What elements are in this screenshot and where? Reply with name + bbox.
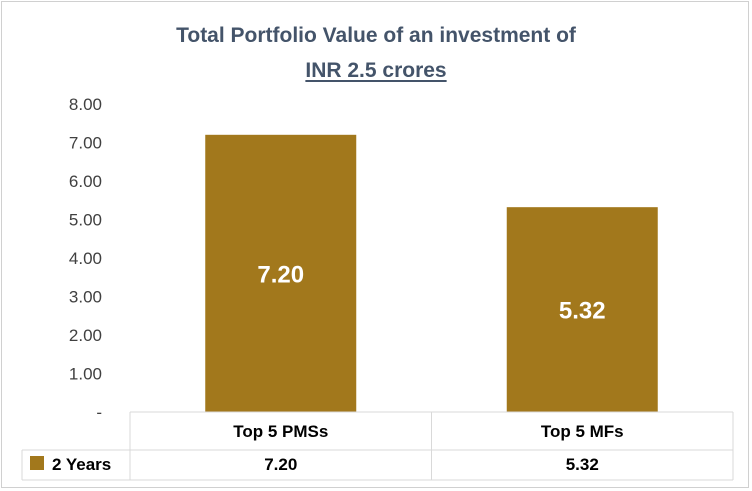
- legend-swatch: [30, 456, 44, 470]
- y-tick-label: 8.00: [69, 95, 102, 114]
- y-tick-label: -: [96, 403, 102, 422]
- legend-label: 2 Years: [52, 455, 111, 474]
- chart-title: Total Portfolio Value of an investment o…: [176, 24, 576, 47]
- x-category-label: Top 5 PMSs: [233, 422, 328, 441]
- table-value: 5.32: [566, 455, 599, 474]
- y-tick-label: 6.00: [69, 172, 102, 191]
- bar-data-label: 7.20: [257, 261, 304, 288]
- y-tick-label: 4.00: [69, 249, 102, 268]
- chart-subtitle: INR 2.5 crores: [305, 59, 447, 82]
- y-tick-label: 7.00: [69, 134, 102, 153]
- y-tick-label: 5.00: [69, 211, 102, 230]
- chart-subtitle-wrap: INR 2.5 crores: [0, 59, 752, 83]
- x-category-label: Top 5 MFs: [541, 422, 624, 441]
- y-tick-label: 1.00: [69, 365, 102, 384]
- y-tick-label: 3.00: [69, 288, 102, 307]
- bar: [205, 134, 357, 413]
- bar-data-label: 5.32: [559, 298, 606, 325]
- y-tick-label: 2.00: [69, 326, 102, 345]
- table-value: 7.20: [264, 455, 297, 474]
- bar: [506, 207, 658, 412]
